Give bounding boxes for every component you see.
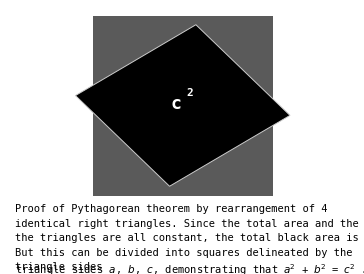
Text: triangle sides $\it{a}$, $\it{b}$, $\it{c}$, demonstrating that $\it{a}$$^2$ + $: triangle sides $\it{a}$, $\it{b}$, $\it{… — [15, 262, 364, 274]
Text: the triangles are all constant, the total black area is constant.: the triangles are all constant, the tota… — [15, 233, 364, 243]
Text: c: c — [170, 95, 181, 113]
Text: But this can be divided into squares delineated by the: But this can be divided into squares del… — [15, 248, 352, 258]
Text: identical right triangles. Since the total area and the areas of: identical right triangles. Since the tot… — [15, 219, 364, 229]
Bar — [93, 16, 273, 196]
Text: Proof of Pythagorean theorem by rearrangement of 4: Proof of Pythagorean theorem by rearrang… — [15, 204, 327, 214]
Text: 2: 2 — [187, 88, 193, 98]
Polygon shape — [75, 25, 290, 186]
Text: triangle sides: triangle sides — [15, 262, 108, 272]
